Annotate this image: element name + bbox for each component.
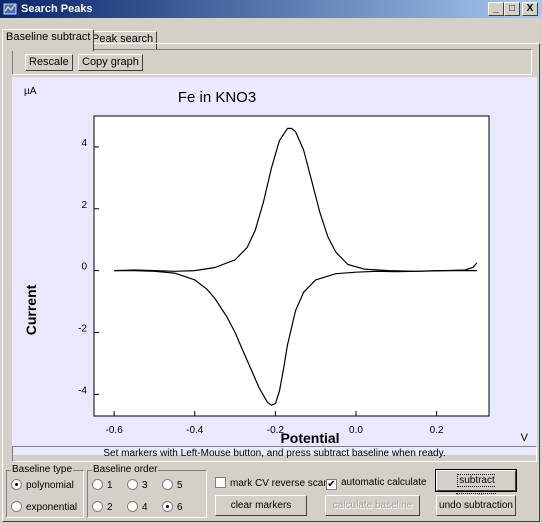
radio-dot	[92, 479, 103, 490]
status-bar: Set markers with Left-Mouse button, and …	[12, 446, 537, 462]
baseline-order-legend: Baseline order	[92, 464, 159, 475]
radio-order-2[interactable]: 2	[92, 501, 113, 514]
baseline-type-group: Baseline type polynomial exponential	[6, 464, 84, 518]
radio-dot	[162, 479, 173, 490]
checkbox-label: mark CV reverse scan	[230, 478, 329, 489]
cv-chart[interactable]: Fe in KNO3 µA V Potential Current -0.6 -0…	[12, 77, 537, 447]
y-tick-label: 0	[81, 262, 87, 273]
radio-label: 3	[142, 480, 148, 491]
radio-label: polynomial	[26, 480, 74, 491]
radio-label: 5	[177, 480, 183, 491]
radio-label: 6	[177, 502, 183, 513]
y-tick-label: 2	[81, 200, 87, 211]
checkbox-box	[215, 477, 226, 488]
checkbox-label: automatic calculate	[341, 477, 427, 488]
subtract-baseline-button[interactable]: subtract baseline	[435, 469, 517, 506]
y-axis-label: Current	[23, 284, 39, 335]
y-tick-label: -4	[78, 385, 87, 396]
tab-strip: Baseline subtract Peak search	[0, 19, 542, 51]
tab-peak-search[interactable]: Peak search	[88, 31, 158, 49]
x-tick-label: -0.4	[186, 425, 204, 436]
series-line-2	[114, 270, 477, 406]
app-icon	[3, 3, 17, 15]
radio-label: exponential	[26, 502, 78, 513]
radio-order-4[interactable]: 4	[127, 501, 148, 514]
radio-dot	[127, 479, 138, 490]
radio-order-3[interactable]: 3	[127, 479, 148, 492]
mark-cv-checkbox[interactable]: mark CV reverse scan	[215, 477, 329, 490]
x-tick-label: 0.0	[349, 425, 363, 436]
window-title: Search Peaks	[21, 3, 93, 15]
y-tick-label: -2	[78, 323, 87, 334]
tab-baseline-subtract[interactable]: Baseline subtract	[2, 29, 95, 51]
radio-exponential[interactable]: exponential	[11, 501, 77, 514]
rescale-button[interactable]: Rescale	[25, 54, 73, 71]
radio-dot	[11, 479, 22, 490]
radio-label: 2	[107, 502, 113, 513]
x-unit-label: V	[521, 432, 529, 444]
y-unit-label: µA	[24, 86, 37, 97]
radio-dot	[11, 501, 22, 512]
auto-calc-checkbox[interactable]: ✔ automatic calculate	[326, 477, 427, 490]
radio-dot	[162, 501, 173, 512]
radio-order-1[interactable]: 1	[92, 479, 113, 492]
x-tick-label: -0.2	[267, 425, 285, 436]
radio-dot	[127, 501, 138, 512]
title-bar: Search Peaks _ □ X	[0, 0, 542, 18]
radio-dot	[92, 501, 103, 512]
chart-area[interactable]: Fe in KNO3 µA V Potential Current -0.6 -0…	[12, 77, 537, 455]
close-button[interactable]: X	[522, 2, 538, 16]
calculate-baseline-button[interactable]: calculate baseline	[325, 495, 420, 516]
radio-label: 1	[107, 480, 113, 491]
radio-polynomial[interactable]: polynomial	[11, 479, 74, 492]
undo-subtraction-button[interactable]: undo subtraction	[436, 495, 516, 516]
x-axis-label: Potential	[280, 430, 339, 446]
maximize-button[interactable]: □	[504, 2, 520, 16]
radio-label: 4	[142, 502, 148, 513]
chart-title: Fe in KNO3	[178, 89, 256, 106]
baseline-type-legend: Baseline type	[11, 464, 74, 475]
x-tick-label: -0.6	[106, 425, 124, 436]
radio-order-6[interactable]: 6	[162, 501, 183, 514]
radio-order-5[interactable]: 5	[162, 479, 183, 492]
plot-area	[93, 115, 490, 417]
tab-panel: Rescale Copy graph Fe in KNO3 µA V Poten…	[2, 43, 540, 522]
baseline-order-group: Baseline order 1 3 5 2 4 6	[87, 464, 207, 518]
minimize-button[interactable]: _	[488, 2, 504, 16]
x-tick-label: 0.2	[430, 425, 444, 436]
toolbar: Rescale Copy graph	[12, 49, 532, 75]
y-tick-label: 4	[81, 138, 87, 149]
clear-markers-button[interactable]: clear markers	[215, 495, 307, 516]
checkmark-icon: ✔	[326, 479, 337, 490]
copy-graph-button[interactable]: Copy graph	[78, 54, 143, 71]
